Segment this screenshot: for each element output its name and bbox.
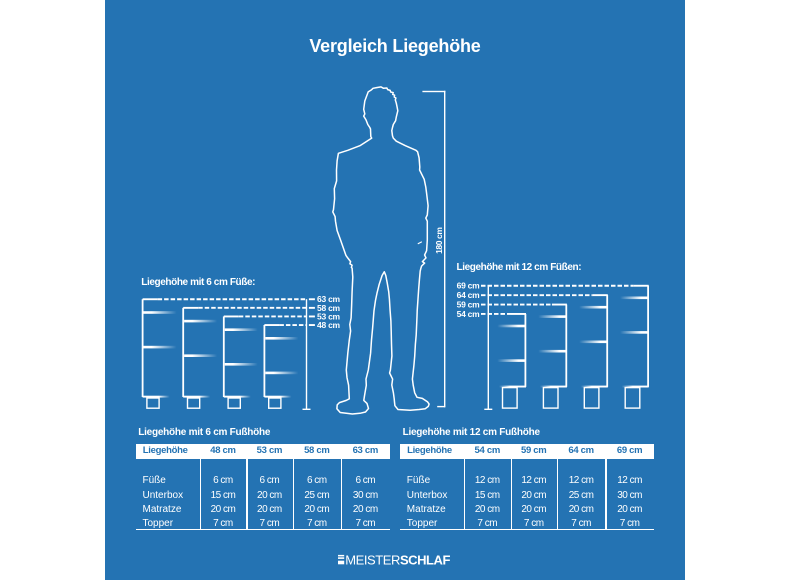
svg-text:54 cm: 54 cm	[457, 309, 481, 319]
svg-text:63 cm: 63 cm	[317, 294, 341, 304]
svg-text:59 cm: 59 cm	[457, 300, 481, 310]
svg-text:58 cm: 58 cm	[317, 303, 341, 313]
svg-text:180 cm: 180 cm	[434, 227, 444, 254]
svg-text:64 cm: 64 cm	[457, 290, 481, 300]
svg-text:48 cm: 48 cm	[317, 320, 341, 330]
svg-text:69 cm: 69 cm	[457, 281, 481, 291]
svg-text:53 cm: 53 cm	[317, 311, 341, 321]
